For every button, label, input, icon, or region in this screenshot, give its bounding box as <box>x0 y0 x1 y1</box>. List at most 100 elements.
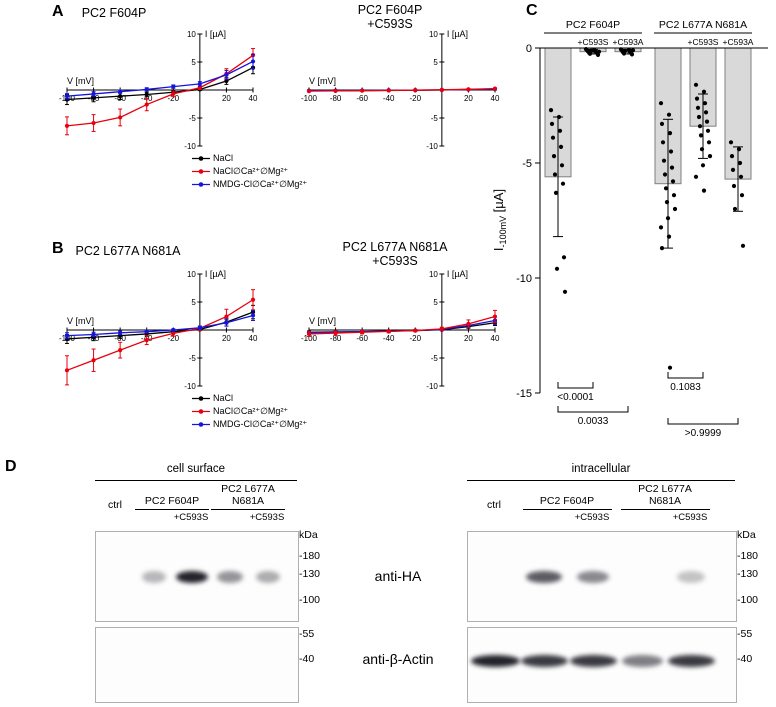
data-point <box>91 95 96 100</box>
tick-label: -5 <box>522 158 532 170</box>
scatter-dot <box>707 154 713 159</box>
panel-c-label: C <box>526 2 538 19</box>
legend-marker-dot <box>198 182 204 187</box>
blot-anti-ha-intracellular <box>467 531 737 622</box>
legend-marker-icon <box>192 156 210 161</box>
panel-b-label: B <box>52 240 64 257</box>
scatter-dot <box>704 119 710 124</box>
data-point <box>224 314 229 319</box>
data-point <box>91 332 96 337</box>
blot-band <box>677 571 705 583</box>
data-point <box>224 72 229 77</box>
data-point <box>360 330 365 335</box>
bar-sublabel: +C593S <box>578 37 609 47</box>
series-line <box>66 299 254 371</box>
blot-band <box>569 655 617 667</box>
plot-title-line1: PC2 L677A N681A <box>342 240 448 254</box>
y-axis-label: I-100mV [µA] <box>491 189 508 251</box>
bar-chart-i100mv: PC2 F604P PC2 L677A N681A +C593S +C593A +C59… <box>491 19 768 439</box>
data-point <box>250 59 256 64</box>
scatter-dot <box>701 89 707 94</box>
data-point <box>386 88 391 93</box>
data-point <box>224 320 229 325</box>
data-point <box>492 314 498 319</box>
blot-band <box>142 571 166 583</box>
y-axis-label: I [µA] <box>205 269 226 279</box>
data-point <box>224 78 229 84</box>
scatter-dot <box>595 52 601 58</box>
tick-label: 40 <box>491 334 500 343</box>
kda-marker-180: -180 <box>737 550 759 562</box>
group-underline <box>211 509 285 510</box>
data-point <box>250 297 256 302</box>
tick-label: 20 <box>222 334 231 343</box>
lane-group-label: PC2 L677A N681A <box>626 483 704 507</box>
series-line <box>308 315 496 335</box>
legend-marker-dot <box>198 169 204 174</box>
header-underline <box>95 480 297 481</box>
scatter-dot <box>630 48 636 53</box>
scatter-dot <box>705 128 711 133</box>
data-point <box>91 120 96 126</box>
tick-label: -15 <box>516 388 532 400</box>
data-point <box>413 88 418 93</box>
lane-group-label: PC2 L677A N681A <box>209 483 287 507</box>
significance-bracket <box>557 382 594 389</box>
legend-panel-a: NaCl NaCl∅Ca²⁺∅Mg²⁺ NMDG-Cl∅Ca²⁺∅Mg²⁺ <box>192 152 307 191</box>
scatter-dot <box>731 183 737 189</box>
tick-label: 10 <box>429 270 438 279</box>
legend-label: NaCl∅Ca²⁺∅Mg²⁺ <box>213 166 289 176</box>
lane-sub-label: +C593S <box>574 512 610 523</box>
scatter-dot <box>658 225 664 230</box>
tick-label: -5 <box>189 114 197 123</box>
tick-label: 5 <box>191 298 196 307</box>
data-point <box>466 321 471 326</box>
plot-title-a1: PC2 F604P <box>81 6 147 20</box>
legend-item: NMDG-Cl∅Ca²⁺∅Mg²⁺ <box>192 178 307 191</box>
scatter-dot <box>558 144 564 149</box>
data-point <box>171 91 176 97</box>
plot-title-b1: PC2 L677A N681A <box>75 244 181 258</box>
tick-label: 5 <box>433 58 438 67</box>
data-point <box>64 333 70 338</box>
scatter-dot <box>696 114 702 120</box>
data-point <box>171 84 176 89</box>
kda-header: kDa <box>299 529 318 541</box>
data-point <box>197 325 202 330</box>
lane-group-label: PC2 F604P <box>539 495 595 507</box>
tick-label: 10 <box>187 270 196 279</box>
blot-band <box>176 571 208 583</box>
scatter-dot <box>664 200 670 205</box>
scatter-dot <box>662 172 668 177</box>
scatter-dot <box>663 186 669 191</box>
scatter-dot <box>658 101 664 106</box>
tick-label: 20 <box>464 94 473 103</box>
data-point <box>118 89 123 94</box>
group-underline <box>135 509 209 510</box>
tick-label: -40 <box>383 334 395 343</box>
tick-label: -80 <box>330 334 342 343</box>
series-line <box>66 314 254 337</box>
scatter-dot <box>629 52 635 57</box>
data-point <box>439 87 444 92</box>
y-axis-label-main: I <box>491 247 506 251</box>
tick-label: 10 <box>187 30 196 39</box>
scatter-dot <box>739 193 745 198</box>
kda-marker-130: -130 <box>299 568 321 580</box>
scatter-dot <box>552 172 558 177</box>
iv-plot-pc2-f604p-c593s: -100 -80 -60 -40 -20 20 40 -10 -5 5 10 V [mV] I [µA] <box>301 29 500 151</box>
tick-label: -100 <box>301 334 318 343</box>
data-point <box>118 94 123 99</box>
data-point <box>197 85 202 90</box>
significance-label: <0.0001 <box>557 392 594 403</box>
tick-label: 20 <box>464 334 473 343</box>
y-axis-label-unit: [µA] <box>491 189 506 216</box>
legend-item: NaCl∅Ca²⁺∅Mg²⁺ <box>192 165 307 178</box>
scatter-dot <box>659 246 665 251</box>
blot-band <box>621 655 663 667</box>
tick-label: -5 <box>189 354 197 363</box>
significance-label: >0.9999 <box>685 428 722 439</box>
data-point <box>64 368 70 373</box>
tick-label: -20 <box>410 334 422 343</box>
